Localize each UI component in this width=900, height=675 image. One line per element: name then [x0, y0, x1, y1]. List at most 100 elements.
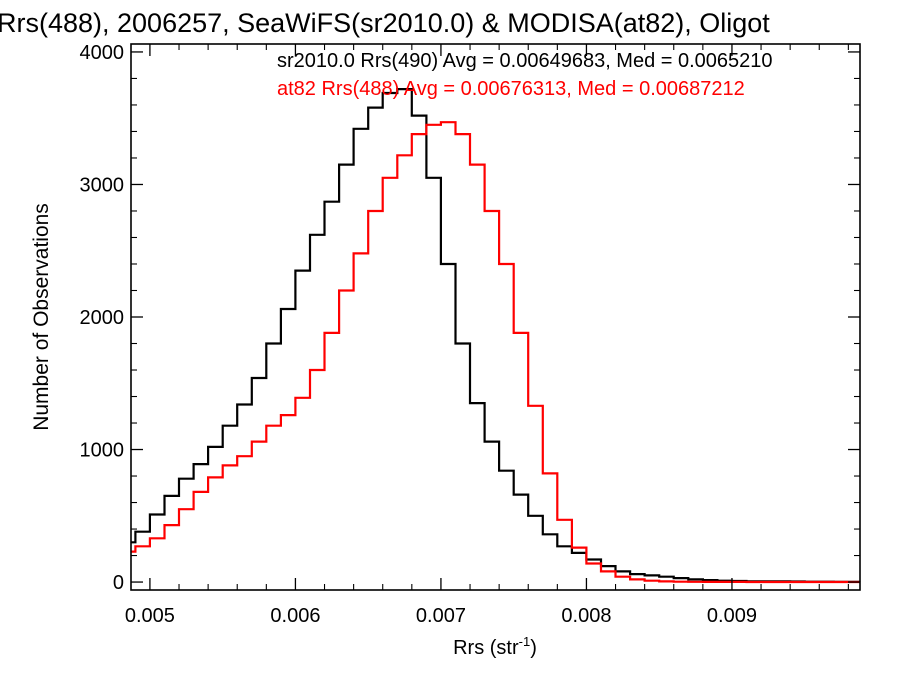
data-point-at82 — [789, 581, 791, 583]
data-point-sr2010.0 — [382, 92, 384, 94]
data-point-sr2010.0 — [149, 513, 151, 516]
data-point-at82 — [251, 441, 253, 443]
x-tick-label: 0.008 — [561, 605, 611, 627]
data-point-sr2010.0 — [309, 234, 311, 236]
x-axis-label-text: Rrs (str — [453, 637, 519, 659]
x-axis-label-end: ) — [530, 637, 537, 659]
data-point-sr2010.0 — [323, 201, 326, 203]
data-point-sr2010.0 — [294, 270, 296, 272]
data-point-at82 — [687, 581, 689, 583]
data-point-at82 — [702, 581, 704, 583]
data-point-at82 — [411, 133, 413, 135]
data-point-at82 — [382, 177, 384, 179]
data-point-sr2010.0 — [469, 402, 471, 404]
data-point-sr2010.0 — [658, 576, 660, 578]
data-point-sr2010.0 — [556, 545, 558, 547]
data-point-at82 — [134, 545, 136, 547]
data-point-sr2010.0 — [178, 478, 180, 480]
data-point-at82 — [716, 581, 719, 583]
y-tick-label: 2000 — [80, 307, 125, 329]
data-point-at82 — [353, 252, 355, 254]
data-point-sr2010.0 — [236, 403, 238, 406]
x-tick-label: 0.009 — [707, 605, 757, 627]
data-point-sr2010.0 — [353, 128, 355, 130]
data-point-at82 — [760, 581, 762, 583]
data-point-at82 — [484, 210, 486, 212]
data-point-at82 — [294, 397, 296, 399]
data-point-at82 — [236, 455, 238, 457]
data-point-sr2010.0 — [222, 425, 224, 427]
data-point-sr2010.0 — [454, 342, 457, 345]
y-axis-label: Number of Observations — [30, 203, 53, 431]
y-axis-ticks: 0 1000 2000 3000 4000 — [80, 42, 860, 594]
series-line-sr2010.0 — [131, 88, 860, 583]
data-point-at82 — [614, 576, 617, 578]
data-point-at82 — [469, 164, 471, 166]
data-point-at82 — [527, 405, 529, 407]
data-point-at82 — [338, 289, 340, 292]
data-point-at82 — [542, 472, 544, 474]
data-point-at82 — [833, 581, 835, 583]
data-point-at82 — [818, 581, 820, 583]
data-point-sr2010.0 — [207, 446, 209, 448]
data-point-sr2010.0 — [134, 531, 136, 533]
data-point-at82 — [658, 580, 660, 583]
data-point-sr2010.0 — [571, 552, 573, 554]
x-tick-label: 0.007 — [416, 605, 466, 627]
data-point-at82 — [149, 537, 151, 539]
data-point-sr2010.0 — [280, 308, 282, 310]
data-point-at82 — [178, 508, 180, 510]
y-tick-label: 3000 — [80, 174, 125, 196]
data-point-sr2010.0 — [193, 463, 195, 465]
legend-entry-at82: at82 Rrs(488) Avg = 0.00676313, Med = 0.… — [277, 78, 745, 100]
x-tick-label: 0.005 — [125, 605, 175, 627]
data-point-at82 — [323, 332, 326, 334]
y-tick-label: 0 — [113, 572, 124, 594]
chart-title: Rrs(488), 2006257, SeaWiFS(sr2010.0) & M… — [0, 8, 770, 38]
data-point-sr2010.0 — [425, 177, 427, 179]
data-point-sr2010.0 — [702, 579, 704, 581]
series-at82 — [130, 121, 861, 584]
data-point-at82 — [673, 581, 675, 583]
data-point-at82 — [309, 369, 311, 371]
data-point-at82 — [775, 581, 777, 583]
data-point-at82 — [367, 210, 369, 212]
data-point-sr2010.0 — [265, 342, 267, 345]
data-point-sr2010.0 — [687, 578, 689, 581]
data-point-at82 — [513, 332, 515, 334]
data-point-at82 — [425, 124, 427, 126]
data-point-at82 — [804, 581, 806, 583]
data-point-at82 — [600, 570, 602, 573]
data-point-sr2010.0 — [411, 115, 413, 117]
data-point-sr2010.0 — [163, 495, 166, 497]
data-point-sr2010.0 — [527, 515, 529, 517]
data-point-sr2010.0 — [513, 494, 515, 496]
data-point-sr2010.0 — [629, 573, 631, 575]
x-tick-label: 0.006 — [270, 605, 320, 627]
data-point-at82 — [644, 580, 646, 582]
data-point-sr2010.0 — [396, 88, 398, 90]
data-point-at82 — [585, 562, 588, 565]
data-point-sr2010.0 — [367, 107, 369, 109]
data-point-sr2010.0 — [673, 577, 675, 579]
data-point-at82 — [222, 464, 224, 466]
data-point-sr2010.0 — [338, 164, 340, 166]
x-axis-label-superscript: -1 — [519, 634, 531, 649]
data-point-sr2010.0 — [484, 441, 486, 443]
series-layer — [130, 88, 861, 584]
data-point-sr2010.0 — [644, 574, 646, 577]
y-tick-label: 4000 — [80, 42, 125, 64]
data-point-at82 — [280, 414, 282, 416]
data-point-at82 — [629, 578, 631, 581]
x-axis-label: Rrs (str-1) — [453, 634, 537, 659]
data-point-sr2010.0 — [251, 377, 253, 379]
data-point-at82 — [163, 524, 166, 526]
data-point-sr2010.0 — [440, 263, 442, 265]
data-point-at82 — [556, 519, 558, 521]
y-tick-label: 1000 — [80, 440, 125, 462]
data-point-sr2010.0 — [542, 533, 544, 535]
data-point-sr2010.0 — [498, 470, 500, 472]
data-point-at82 — [440, 121, 442, 123]
data-point-at82 — [265, 425, 267, 427]
